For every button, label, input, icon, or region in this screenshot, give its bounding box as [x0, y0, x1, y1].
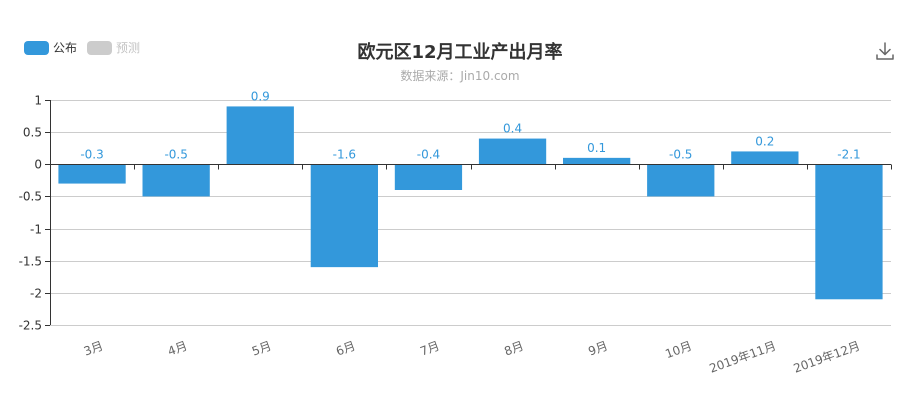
- y-tick-label: -1.5: [19, 255, 42, 269]
- legend-item-published[interactable]: 公布: [24, 39, 77, 56]
- chart-title: 欧元区12月工业产出月率: [357, 42, 563, 63]
- data-label: 0.9: [251, 89, 270, 103]
- data-label: 0.1: [587, 141, 606, 155]
- legend-swatch-published: [24, 40, 49, 55]
- y-tick-label: -0.5: [19, 190, 42, 204]
- bar: [815, 164, 883, 300]
- category-label: 3月: [82, 339, 105, 359]
- category-label: 4月: [166, 339, 189, 359]
- category-label: 2019年12月: [792, 339, 862, 376]
- bar: [226, 106, 294, 165]
- bar: [394, 164, 463, 190]
- download-button[interactable]: [874, 40, 896, 62]
- y-tick-label: 0: [34, 158, 42, 172]
- y-axis: 1 0.5 0 -0.5 -1 -1.5 -2 -2.5: [19, 94, 51, 333]
- category-label: 5月: [250, 339, 273, 359]
- category-label: 8月: [502, 339, 525, 359]
- y-tick-label: -2: [30, 287, 42, 301]
- y-tick-label: -1: [30, 223, 42, 237]
- data-label: 0.2: [755, 134, 774, 148]
- bar-series: [58, 106, 883, 300]
- legend: 公布 预测: [24, 39, 140, 56]
- y-tick-label: 0.5: [23, 126, 42, 140]
- legend-swatch-forecast: [87, 40, 113, 55]
- y-tick-label: 1: [34, 94, 42, 108]
- x-axis: [50, 164, 892, 170]
- category-label: 7月: [418, 339, 441, 359]
- legend-item-forecast[interactable]: 预测: [87, 39, 140, 56]
- y-tick-label: -2.5: [19, 319, 42, 333]
- data-label: -2.1: [837, 147, 860, 161]
- category-labels: 3月 4月 5月 6月 7月 8月 9月 10月 2019年11月 2019年12月: [82, 339, 862, 376]
- bar: [647, 164, 715, 197]
- data-label: -0.4: [417, 147, 440, 161]
- download-icon: [876, 42, 894, 60]
- bar: [142, 164, 210, 197]
- legend-label-published: 公布: [53, 41, 78, 55]
- category-label: 10月: [663, 339, 693, 361]
- grid-layer: [50, 100, 891, 326]
- bar: [563, 157, 631, 165]
- bar: [310, 164, 378, 268]
- bar: [478, 138, 547, 165]
- category-label: 9月: [586, 339, 609, 359]
- category-label: 2019年11月: [707, 339, 777, 376]
- data-labels: -0.3 -0.5 0.9 -1.6 -0.4 0.4 0.1 -0.5 0.2 -2.1: [80, 89, 860, 161]
- legend-label-forecast: 预测: [116, 41, 141, 55]
- data-label: -1.6: [333, 147, 356, 161]
- bar: [58, 164, 126, 184]
- chart-subtitle: 数据来源：Jin10.com: [400, 69, 520, 83]
- category-label: 6月: [334, 339, 357, 359]
- data-label: -0.5: [164, 147, 187, 161]
- data-label: 0.4: [503, 122, 522, 136]
- data-label: -0.5: [669, 147, 692, 161]
- data-label: -0.3: [80, 147, 103, 161]
- bar: [731, 151, 799, 165]
